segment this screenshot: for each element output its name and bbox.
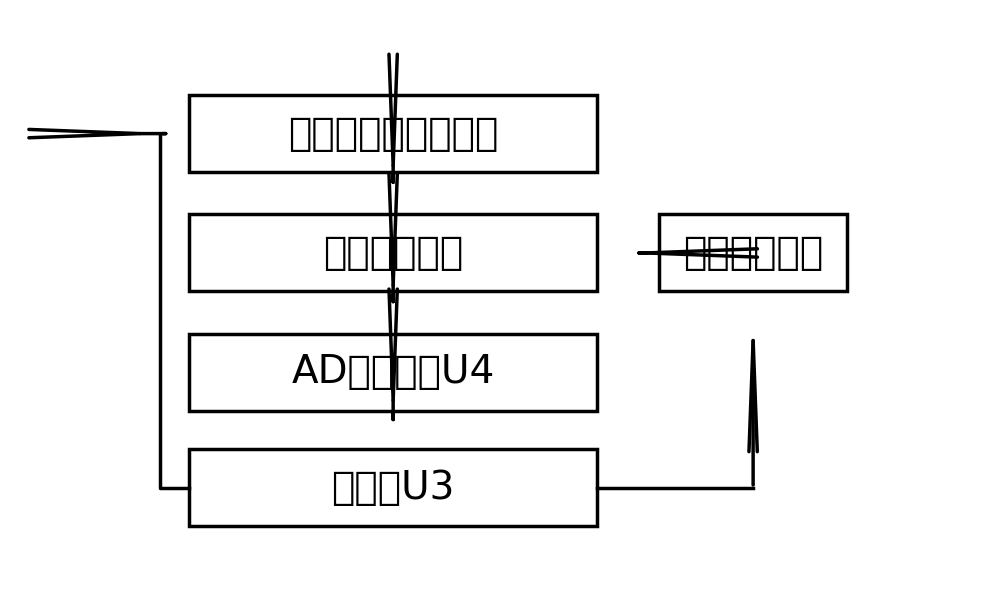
Text: 电压保持电路: 电压保持电路 <box>323 234 463 272</box>
Text: 单片机U3: 单片机U3 <box>331 469 455 507</box>
Bar <box>189 214 597 292</box>
Text: AD转换芯片U4: AD转换芯片U4 <box>292 353 495 391</box>
Bar <box>189 95 597 172</box>
Text: 电压转折点提取电路: 电压转折点提取电路 <box>288 115 498 152</box>
Text: 电压泄放电路: 电压泄放电路 <box>683 234 823 272</box>
Bar <box>189 449 597 526</box>
Bar <box>189 334 597 411</box>
Bar <box>659 214 847 292</box>
